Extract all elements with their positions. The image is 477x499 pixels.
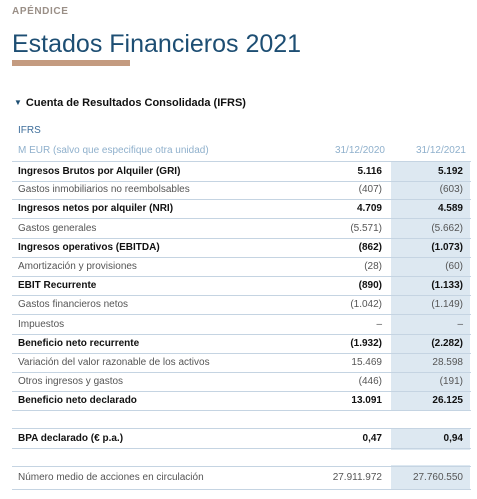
value-2020: (28)	[364, 261, 382, 272]
value-2020: (1.932)	[350, 337, 382, 349]
bpa-row: BPA declarado (€ p.a.) 0,47 0,94	[12, 428, 471, 449]
table-row: Impuestos – –	[12, 315, 471, 335]
row-label: Ingresos operativos (EBITDA)	[18, 241, 160, 253]
row-label: Número medio de acciones en circulación	[18, 472, 204, 483]
row-label: Variación del valor razonable de los act…	[18, 357, 210, 368]
section-title: Cuenta de Resultados Consolidada (IFRS)	[25, 97, 246, 109]
value-2021: 26.125	[432, 395, 463, 407]
triangle-down-icon: ▼	[14, 98, 22, 107]
value-2020: (1.042)	[350, 299, 382, 311]
row-label: Ingresos netos por alquiler (NRI)	[18, 203, 174, 215]
value-2020: 0,47	[362, 433, 382, 444]
appendix-label: APÉNDICE	[12, 6, 69, 17]
highlight-shares-2021	[391, 465, 470, 489]
value-2021: (191)	[439, 376, 463, 388]
value-2021: (5.662)	[431, 222, 463, 234]
value-2021: 27.760.550	[412, 472, 463, 483]
table-row: Gastos generales (5.571) (5.662)	[12, 219, 471, 239]
value-2021: (1.073)	[431, 241, 463, 253]
value-2020: (862)	[358, 241, 382, 253]
unit-label: M EUR (salvo que especifique otra unidad…	[18, 145, 209, 156]
section-heading: ▼ Cuenta de Resultados Consolidada (IFRS)	[14, 97, 246, 109]
value-2020: 27.911.972	[332, 472, 382, 483]
value-2021: 4.589	[437, 203, 463, 215]
shares-row: Número medio de acciones en circulación …	[12, 466, 471, 490]
value-2020: –	[376, 318, 382, 330]
row-label: Beneficio neto declarado	[18, 395, 137, 407]
value-2021: (60)	[445, 261, 463, 272]
table-row: Ingresos netos por alquiler (NRI) 4.709 4.…	[12, 199, 471, 220]
column-header-2021: 31/12/2021	[415, 145, 466, 156]
column-header-2020: 31/12/2020	[334, 145, 385, 156]
table-row: Gastos financieros netos (1.042) (1.149)	[12, 295, 471, 316]
row-label: BPA declarado (€ p.a.)	[18, 433, 124, 444]
standard-label: IFRS	[18, 125, 41, 136]
table-row: Variación del valor razonable de los act…	[12, 353, 471, 373]
table-row: Otros ingresos y gastos (446) (191)	[12, 372, 471, 393]
value-2020: 15.469	[351, 357, 382, 368]
value-2020: 5.116	[357, 166, 382, 177]
row-label: Gastos generales	[18, 222, 97, 234]
value-2020: (407)	[358, 184, 382, 196]
value-2021: 5.192	[437, 166, 463, 177]
value-2021: (2.282)	[431, 337, 463, 349]
value-2020: (5.571)	[350, 222, 382, 234]
table-row: Ingresos operativos (EBITDA) (862) (1.073)	[12, 238, 471, 258]
value-2021: 28.598	[432, 357, 463, 368]
value-2021: (1.133)	[431, 280, 463, 292]
value-2021: –	[457, 318, 463, 330]
value-2020: (890)	[358, 280, 382, 292]
table-row: EBIT Recurrente (890) (1.133)	[12, 276, 471, 297]
value-2021: (1.149)	[431, 299, 463, 311]
table-row: Ingresos Brutos por Alquiler (GRI) 5.116 5…	[12, 161, 471, 182]
highlight-column-2021	[391, 161, 470, 410]
value-2020: 13.091	[351, 395, 382, 407]
highlight-bpa-2021	[391, 428, 470, 450]
table-row: Amortización y provisiones (28) (60)	[12, 257, 471, 277]
value-2020: (446)	[358, 376, 382, 388]
row-label: Otros ingresos y gastos	[18, 376, 124, 388]
value-2021: (603)	[439, 184, 463, 196]
table-row: Gastos inmobiliarios no reembolsables (40…	[12, 180, 471, 201]
table-row: Beneficio neto recurrente (1.932) (2.282)	[12, 334, 471, 354]
row-label: Impuestos	[18, 318, 65, 330]
page-title: Estados Financieros 2021	[12, 30, 302, 58]
table-row: Beneficio neto declarado 13.091 26.125	[12, 391, 471, 412]
value-2020: 4.709	[356, 203, 382, 215]
value-2021: 0,94	[443, 433, 463, 444]
row-label: Ingresos Brutos por Alquiler (GRI)	[18, 166, 181, 177]
row-label: Amortización y provisiones	[18, 261, 137, 272]
row-label: EBIT Recurrente	[18, 280, 97, 292]
row-label: Gastos financieros netos	[18, 299, 129, 311]
row-label: Beneficio neto recurrente	[18, 337, 140, 349]
row-label: Gastos inmobiliarios no reembolsables	[18, 184, 190, 196]
title-accent-bar	[12, 60, 130, 66]
